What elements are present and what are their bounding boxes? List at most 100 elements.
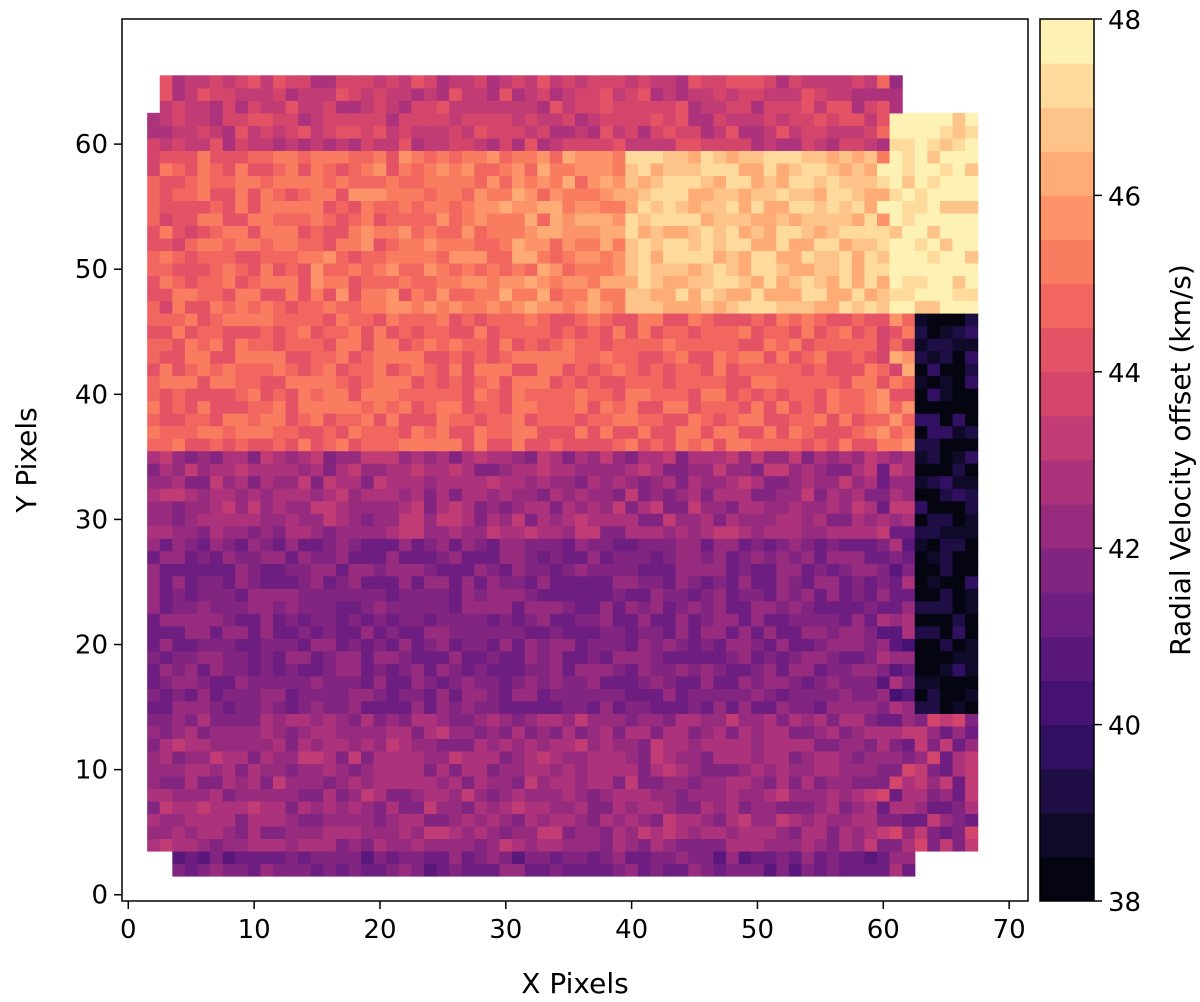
heatmap-cell — [486, 750, 501, 764]
heatmap-cell — [763, 488, 777, 502]
heatmap-cell — [751, 700, 765, 714]
heatmap-cell — [222, 112, 236, 126]
heatmap-cell — [449, 675, 463, 689]
heatmap-cell — [726, 788, 740, 802]
heatmap-cell — [474, 75, 488, 89]
heatmap-cell — [247, 338, 262, 352]
heatmap-cell — [461, 438, 475, 452]
heatmap-cell — [738, 350, 752, 364]
heatmap-cell — [386, 475, 400, 489]
heatmap-cell — [424, 87, 438, 101]
heatmap-cell — [713, 588, 727, 602]
heatmap-cell — [499, 388, 513, 402]
heatmap-cell — [839, 125, 853, 139]
heatmap-cell — [726, 287, 740, 302]
heatmap-cell — [499, 700, 513, 714]
heatmap-cell — [612, 575, 626, 589]
heatmap-cell — [235, 137, 249, 151]
heatmap-cell — [411, 212, 425, 227]
heatmap-cell — [562, 800, 576, 815]
heatmap-cell — [436, 713, 450, 727]
heatmap-cell — [776, 338, 790, 352]
heatmap-cell — [600, 513, 614, 527]
heatmap-cell — [260, 475, 274, 489]
heatmap-cell — [788, 600, 803, 614]
heatmap-cell — [486, 588, 501, 602]
heatmap-cell — [675, 212, 689, 227]
heatmap-cell — [474, 212, 488, 227]
heatmap-cell — [814, 650, 828, 664]
heatmap-cell — [449, 838, 463, 852]
heatmap-cell — [386, 212, 400, 227]
heatmap-cell — [386, 200, 400, 214]
heatmap-cell — [373, 150, 387, 164]
heatmap-cell — [625, 162, 639, 176]
heatmap-cell — [663, 825, 677, 840]
heatmap-cell — [801, 250, 815, 264]
heatmap-cell — [210, 313, 224, 327]
heatmap-cell — [512, 112, 526, 126]
heatmap-cell — [914, 200, 928, 214]
heatmap-cell — [839, 212, 853, 227]
heatmap-cell — [713, 313, 727, 327]
heatmap-cell — [914, 513, 928, 527]
heatmap-cell — [474, 838, 488, 852]
heatmap-cell — [159, 688, 173, 702]
heatmap-cell — [184, 237, 199, 252]
heatmap-cell — [965, 738, 979, 752]
heatmap-cell — [398, 338, 413, 352]
heatmap-cell — [398, 513, 413, 527]
heatmap-cell — [348, 250, 362, 264]
heatmap-cell — [575, 525, 589, 539]
heatmap-cell — [260, 325, 274, 339]
heatmap-cell — [839, 87, 853, 101]
heatmap-cell — [298, 87, 312, 101]
heatmap-cell — [575, 825, 589, 840]
heatmap-cell — [184, 488, 199, 502]
heatmap-cell — [637, 500, 652, 514]
heatmap-cell — [285, 725, 299, 739]
heatmap-cell — [788, 663, 803, 677]
heatmap-cell — [310, 125, 324, 139]
heatmap-cell — [751, 500, 765, 514]
heatmap-cell — [260, 225, 274, 239]
heatmap-cell — [549, 825, 564, 840]
heatmap-cell — [939, 538, 954, 552]
heatmap-cell — [184, 550, 199, 564]
heatmap-cell — [449, 663, 463, 677]
heatmap-cell — [524, 175, 538, 189]
heatmap-cell — [927, 262, 941, 277]
heatmap-cell — [562, 175, 576, 189]
heatmap-cell — [851, 513, 866, 527]
heatmap-cell — [675, 488, 689, 502]
plot-frame — [121, 18, 1029, 902]
heatmap-cell — [210, 237, 224, 252]
heatmap-cell — [612, 600, 626, 614]
heatmap-cell — [524, 438, 538, 452]
heatmap-cell — [788, 438, 803, 452]
heatmap-cell — [386, 313, 400, 327]
heatmap-cell — [902, 850, 916, 865]
heatmap-cell — [172, 813, 186, 827]
heatmap-cell — [663, 75, 677, 89]
heatmap-cell — [575, 300, 589, 314]
heatmap-cell — [575, 588, 589, 602]
heatmap-cell — [260, 625, 274, 639]
heatmap-cell — [763, 575, 777, 589]
heatmap-cell — [348, 425, 362, 439]
heatmap-cell — [235, 425, 249, 439]
heatmap-cell — [373, 75, 387, 89]
heatmap-cell — [663, 850, 677, 865]
heatmap-cell — [889, 838, 903, 852]
heatmap-cell — [600, 212, 614, 227]
heatmap-cell — [763, 813, 777, 827]
heatmap-cell — [436, 538, 450, 552]
heatmap-cell — [449, 563, 463, 577]
heatmap-cell — [285, 87, 299, 101]
heatmap-cell — [461, 250, 475, 264]
heatmap-cell — [386, 813, 400, 827]
heatmap-cell — [436, 613, 450, 627]
heatmap-cell — [801, 438, 815, 452]
heatmap-cell — [688, 525, 702, 539]
heatmap-cell — [235, 175, 249, 189]
